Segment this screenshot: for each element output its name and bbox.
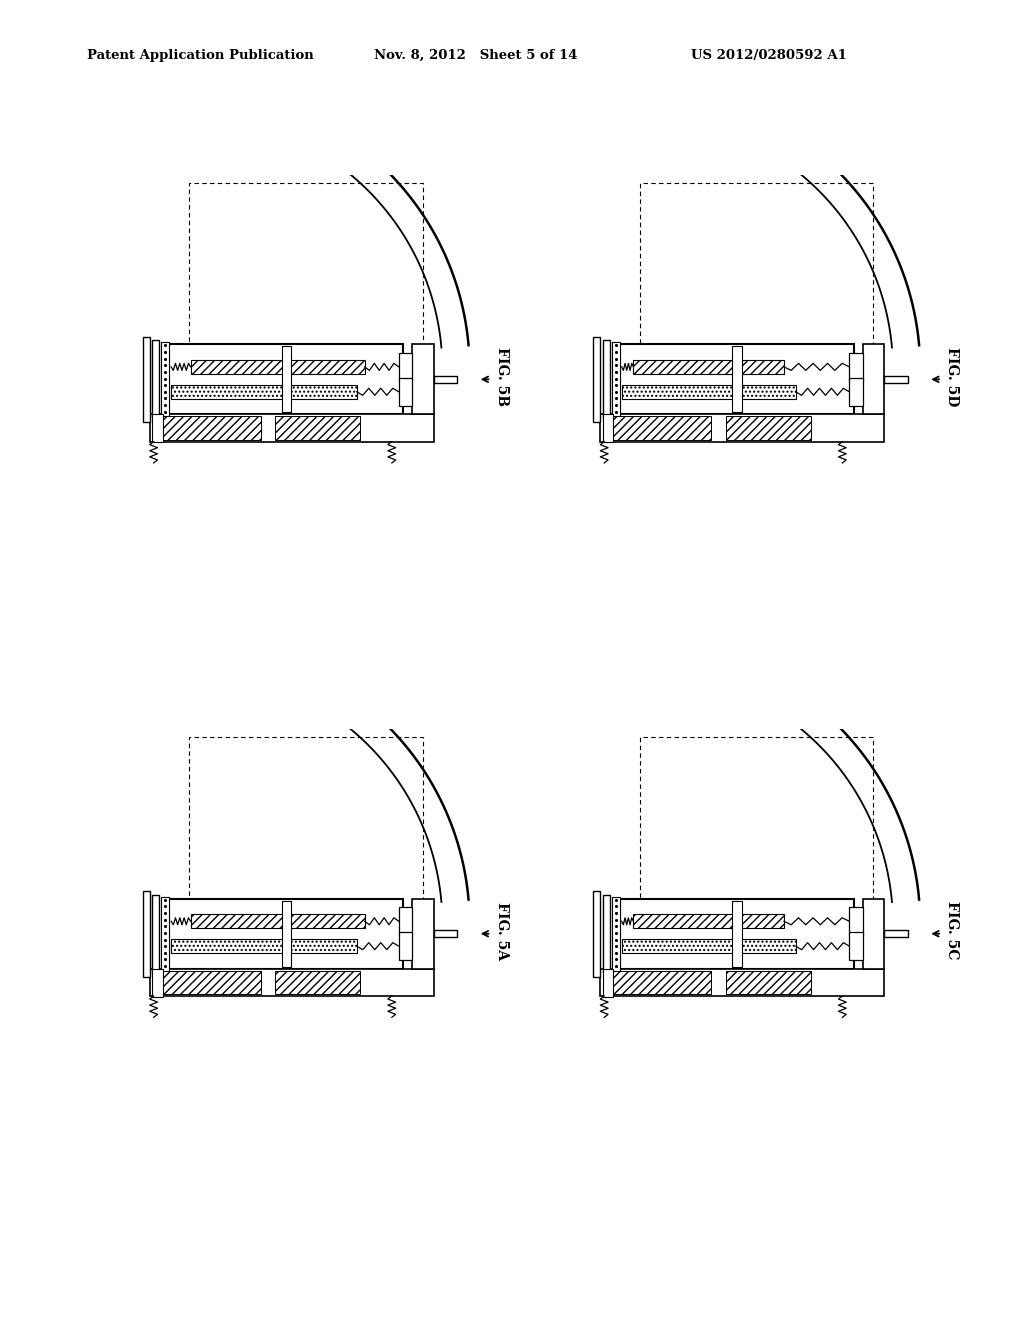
Bar bbox=[849, 352, 863, 381]
Bar bbox=[162, 896, 169, 970]
Bar bbox=[726, 970, 811, 994]
Bar bbox=[398, 932, 413, 960]
Bar bbox=[282, 346, 291, 412]
Bar bbox=[171, 939, 356, 953]
Bar bbox=[153, 341, 159, 418]
Bar bbox=[612, 342, 620, 416]
Bar bbox=[612, 970, 712, 994]
Bar bbox=[162, 970, 261, 994]
Bar bbox=[640, 183, 873, 370]
Bar bbox=[849, 932, 863, 960]
Bar bbox=[434, 376, 457, 383]
Bar bbox=[612, 896, 620, 970]
Bar bbox=[732, 900, 741, 966]
Bar bbox=[398, 352, 413, 381]
Bar bbox=[603, 895, 609, 973]
Bar bbox=[593, 891, 600, 977]
Bar bbox=[620, 345, 854, 414]
Bar bbox=[153, 414, 163, 442]
Bar bbox=[634, 915, 784, 928]
Text: Patent Application Publication: Patent Application Publication bbox=[87, 49, 313, 62]
Bar bbox=[413, 345, 434, 414]
Bar bbox=[169, 345, 403, 414]
Bar bbox=[169, 899, 403, 969]
Bar bbox=[885, 931, 907, 937]
Bar bbox=[189, 183, 423, 370]
Text: FIG. 5A: FIG. 5A bbox=[495, 902, 509, 960]
Bar bbox=[849, 907, 863, 936]
Bar bbox=[849, 378, 863, 405]
Bar bbox=[398, 378, 413, 405]
Bar bbox=[162, 416, 261, 440]
Bar bbox=[153, 895, 159, 973]
Text: FIG. 5D: FIG. 5D bbox=[945, 347, 959, 405]
Bar bbox=[275, 970, 360, 994]
Bar bbox=[726, 416, 811, 440]
Bar bbox=[171, 384, 356, 399]
Bar bbox=[603, 341, 609, 418]
Bar bbox=[600, 414, 885, 442]
Bar bbox=[603, 969, 613, 997]
Bar bbox=[620, 899, 854, 969]
Bar bbox=[413, 899, 434, 969]
Text: Nov. 8, 2012   Sheet 5 of 14: Nov. 8, 2012 Sheet 5 of 14 bbox=[374, 49, 578, 62]
Bar bbox=[622, 384, 796, 399]
Bar bbox=[398, 907, 413, 936]
Bar bbox=[863, 345, 885, 414]
Bar bbox=[282, 900, 291, 966]
Bar bbox=[153, 969, 163, 997]
Text: FIG. 5B: FIG. 5B bbox=[495, 347, 509, 405]
Bar bbox=[885, 376, 907, 383]
Bar bbox=[142, 891, 150, 977]
Bar bbox=[190, 915, 365, 928]
Bar bbox=[150, 969, 434, 997]
Text: FIG. 5C: FIG. 5C bbox=[945, 902, 959, 960]
Bar bbox=[190, 360, 365, 374]
Bar bbox=[863, 899, 885, 969]
Bar bbox=[142, 337, 150, 422]
Bar bbox=[634, 360, 784, 374]
Bar bbox=[603, 414, 613, 442]
Bar bbox=[622, 939, 796, 953]
Bar bbox=[600, 969, 885, 997]
Bar bbox=[189, 738, 423, 924]
Bar bbox=[434, 931, 457, 937]
Bar bbox=[275, 416, 360, 440]
Bar bbox=[162, 342, 169, 416]
Bar bbox=[593, 337, 600, 422]
Text: US 2012/0280592 A1: US 2012/0280592 A1 bbox=[691, 49, 847, 62]
Bar bbox=[732, 346, 741, 412]
Bar bbox=[612, 416, 712, 440]
Bar bbox=[150, 414, 434, 442]
Bar bbox=[640, 738, 873, 924]
